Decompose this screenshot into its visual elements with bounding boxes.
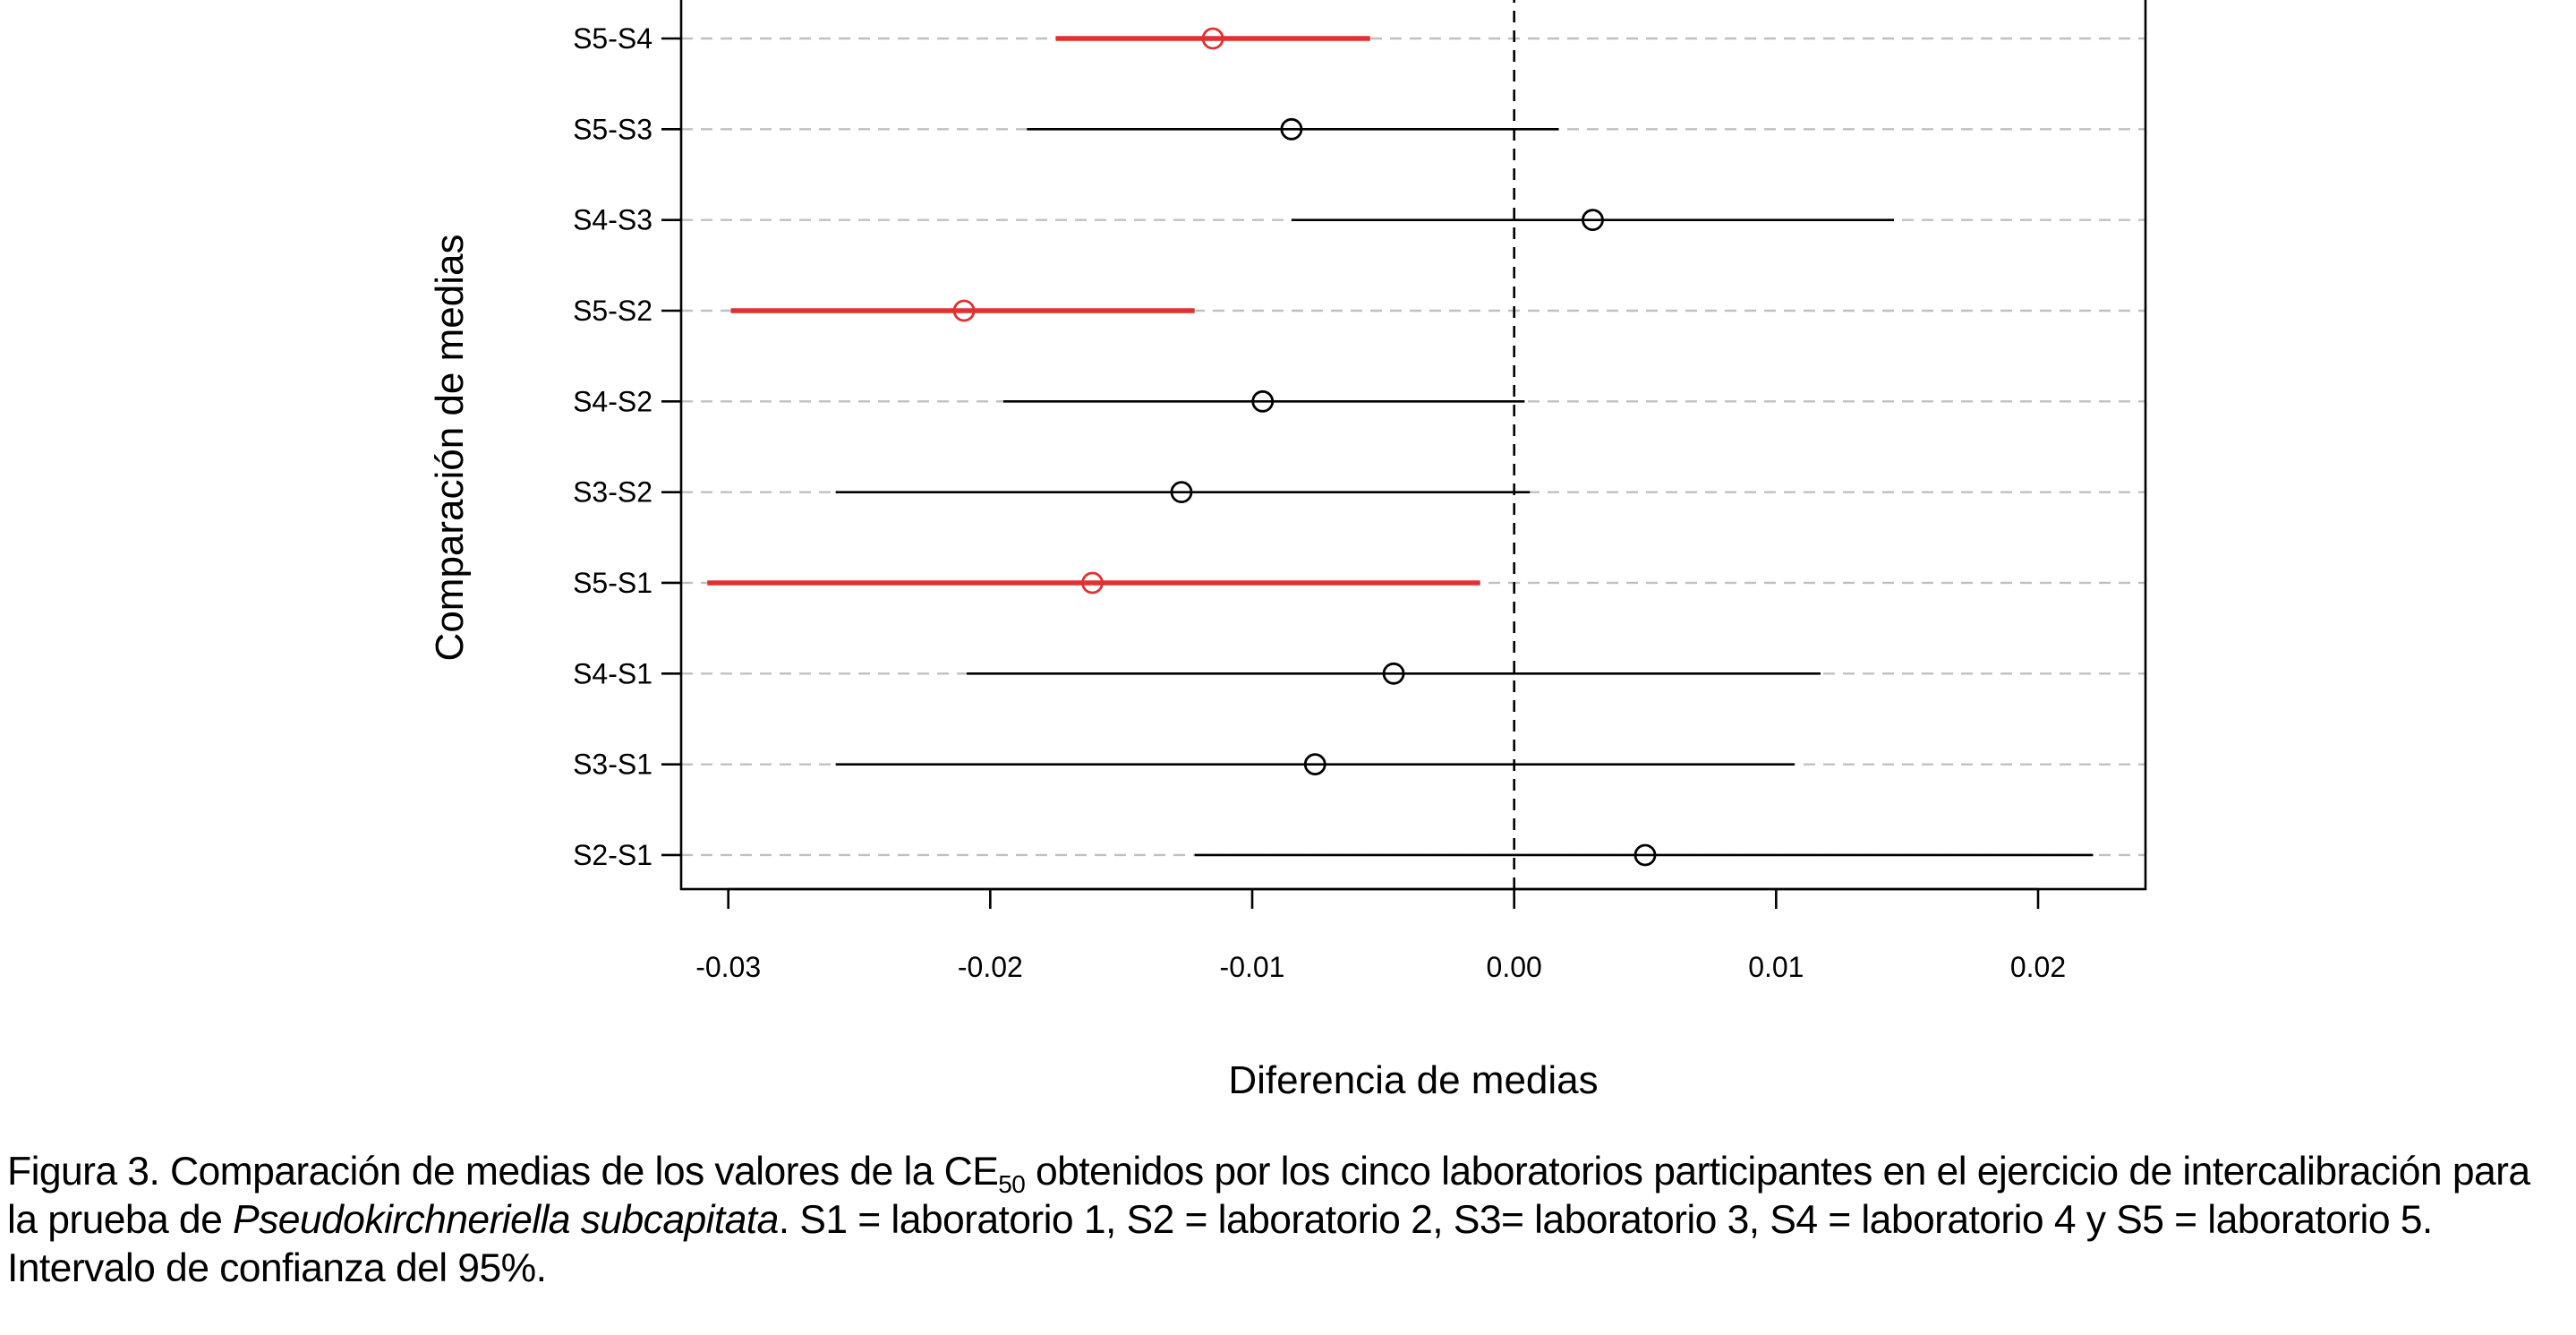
point-s3-s1: [1303, 753, 1326, 776]
y-tick-label: S5-S2: [573, 295, 653, 327]
caption-suffix: . S1 = laboratorio 1, S2 = laboratorio 2…: [7, 1198, 2433, 1290]
y-tick-label: S3-S2: [573, 476, 653, 509]
y-tick-label: S5-S1: [573, 567, 653, 599]
x-tick-label: 0.02: [2010, 951, 2066, 983]
point-s4-s1: [1382, 662, 1405, 685]
x-tick-label: 0.01: [1748, 951, 1804, 983]
point-s3-s2: [1170, 481, 1193, 504]
figure-caption: Figura 3. Comparación de medias de los v…: [7, 1148, 2569, 1293]
y-axis-title: Comparación de medias: [428, 235, 472, 662]
caption-prefix: Figura 3. Comparación de medias de los v…: [7, 1150, 999, 1194]
y-tick-label: S4-S2: [573, 385, 653, 417]
y-axis: S5-S4 S5-S3 S4-S3 S5-S2 S4-S2 S3-S2 S5-S1 S4-S1…: [573, 22, 681, 871]
point-s2-s1: [1633, 843, 1657, 867]
x-tick-label: -0.03: [695, 951, 761, 983]
y-tick-label: S2-S1: [573, 839, 653, 871]
point-s5-s4: [1201, 27, 1224, 50]
point-s5-s1: [1081, 571, 1104, 595]
y-tick-label: S4-S1: [573, 657, 653, 689]
mean-difference-points: [952, 27, 1657, 867]
point-s4-s2: [1251, 389, 1275, 413]
y-tick-label: S3-S1: [573, 749, 653, 781]
x-tick-label: -0.01: [1220, 951, 1285, 983]
chart: -0.03 -0.02 -0.01 0.00 0.01 0.02 S5-S4 S5-S3 S4…: [428, 0, 2147, 1102]
x-tick-label: -0.02: [958, 951, 1023, 983]
point-s4-s3: [1582, 209, 1604, 232]
plot-frame: [679, 0, 2147, 891]
y-tick-label: S4-S3: [573, 204, 653, 236]
point-s5-s3: [1280, 117, 1303, 141]
y-tick-label: S5-S4: [573, 22, 653, 55]
grid-lines: [681, 37, 2145, 857]
caption-species: Pseudokirchneriella subcapitata: [233, 1198, 779, 1242]
x-tick-label: 0.00: [1487, 951, 1542, 983]
confidence-intervals: [707, 36, 2094, 857]
x-axis-title: Diferencia de medias: [1228, 1058, 1598, 1102]
y-tick-label: S5-S3: [573, 113, 653, 145]
caption-middle: obtenidos por los cinco laboratorios par…: [7, 1150, 2530, 1242]
caption-subscript: 50: [998, 1170, 1026, 1198]
point-s5-s2: [952, 299, 976, 322]
x-axis: -0.03 -0.02 -0.01 0.00 0.01 0.02: [695, 887, 2066, 983]
